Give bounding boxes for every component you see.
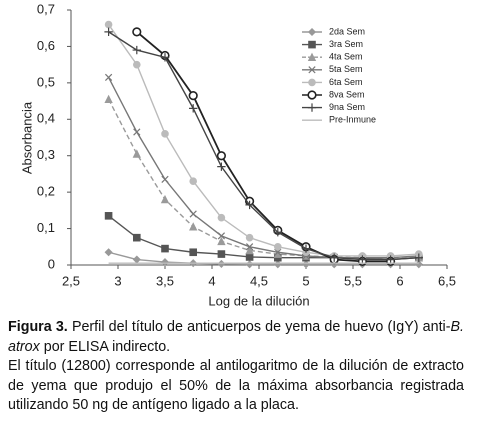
marker [188, 91, 198, 101]
y-tick-label: 0,4 [37, 111, 55, 126]
caption-main: Figura 3. Perfil del título de anticuerp… [8, 318, 464, 357]
marker [160, 194, 170, 204]
legend-label: 5ta Sem [329, 64, 363, 74]
marker [245, 260, 254, 269]
x-tick-label: 5 [302, 273, 309, 288]
y-tick-label: 0,3 [37, 147, 55, 162]
marker [217, 162, 226, 171]
marker [217, 236, 226, 246]
series-line [108, 24, 419, 257]
marker [133, 233, 141, 242]
y-tick-label: 0,7 [37, 1, 55, 16]
y-tick-label: 0 [48, 256, 55, 271]
caption: Figura 3. Perfil del título de anticuerp… [8, 318, 464, 416]
marker [104, 94, 113, 104]
marker [216, 151, 226, 161]
series-line [108, 215, 419, 261]
marker [217, 250, 226, 258]
x-tick-label: 6,5 [438, 273, 456, 288]
legend-label: 9na Sem [329, 102, 365, 112]
marker [301, 244, 311, 253]
marker [133, 128, 141, 136]
marker [161, 130, 169, 138]
marker [307, 90, 317, 100]
marker [386, 255, 395, 264]
marker [189, 248, 198, 257]
y-tick-label: 0,6 [37, 38, 55, 53]
marker [245, 200, 254, 210]
x-tick-label: 5,5 [344, 273, 362, 288]
marker [308, 66, 316, 74]
marker [301, 260, 311, 269]
y-tick-label: 0,5 [37, 74, 55, 89]
y-axis-label: Absorbancia [19, 101, 34, 174]
series-line [108, 251, 419, 265]
marker [273, 228, 282, 237]
marker [245, 253, 254, 261]
x-tick-label: 4 [208, 273, 215, 288]
marker [189, 104, 198, 113]
marker [189, 210, 197, 218]
x-tick-label: 3,5 [156, 273, 174, 288]
marker [132, 255, 141, 264]
marker [308, 40, 316, 49]
legend-label: 4ta Sem [329, 52, 363, 62]
marker [133, 60, 141, 69]
marker [104, 248, 113, 257]
x-tick-label: 4,5 [250, 273, 268, 288]
series-line [136, 31, 391, 263]
chart: Absorbancia Log de la dilución 0 0,1 0,2 0,… [19, 1, 456, 308]
legend-label: Pre-Inmune [329, 115, 376, 125]
marker [330, 253, 339, 262]
caption-species: B. atrox [8, 319, 464, 355]
marker [132, 149, 141, 158]
marker [358, 255, 367, 264]
caption-label: Figura 3. [8, 319, 68, 335]
y-tick-label: 0,1 [37, 220, 55, 235]
x-tick-label: 2,5 [62, 273, 80, 288]
marker [161, 175, 169, 184]
legend-label: 3ra Sem [329, 39, 363, 49]
caption-text: por ELISA indirecto. [39, 338, 171, 355]
marker [414, 260, 423, 269]
series-line [108, 31, 419, 261]
marker [307, 103, 317, 112]
legend-label: 8va Sem [329, 89, 365, 99]
x-axis-label: Log de la dilución [208, 293, 309, 308]
marker [273, 260, 282, 269]
marker [273, 242, 282, 251]
marker [217, 259, 226, 268]
y-tick-label: 0,2 [37, 184, 55, 199]
marker [245, 233, 254, 242]
marker [414, 253, 423, 262]
marker [104, 20, 113, 29]
marker [307, 52, 317, 61]
caption-note: El título (12800) corresponde al antilog… [8, 358, 464, 414]
marker [160, 258, 170, 267]
marker [245, 243, 254, 251]
marker [189, 222, 198, 231]
marker [189, 177, 198, 186]
marker [104, 212, 113, 220]
marker [132, 45, 141, 55]
marker [308, 78, 316, 87]
marker [161, 244, 169, 253]
series-line [107, 77, 419, 259]
legend-label: 2da Sem [329, 26, 365, 36]
marker [160, 53, 170, 62]
series-line [107, 98, 419, 259]
marker [245, 245, 254, 255]
marker [307, 27, 317, 37]
marker [274, 248, 282, 256]
marker [132, 27, 142, 37]
marker [104, 73, 113, 82]
x-tick-label: 6 [396, 273, 403, 288]
x-tick-label: 3 [114, 273, 121, 288]
marker [104, 27, 113, 37]
legend-label: 6ta Sem [329, 77, 363, 87]
marker [217, 232, 226, 240]
marker [217, 213, 226, 222]
caption-text: Perfil del título de anticuerpos de yema… [67, 319, 451, 335]
